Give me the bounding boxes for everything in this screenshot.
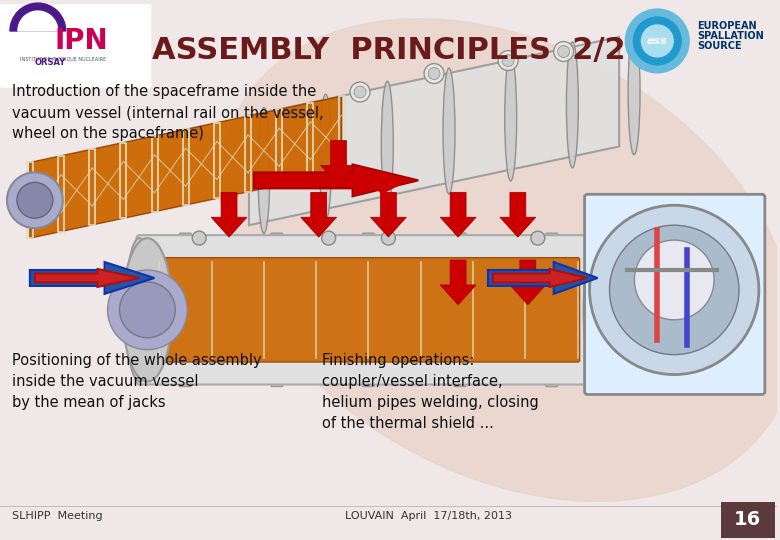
Text: SLHIPP  Meeting: SLHIPP Meeting	[12, 511, 103, 521]
Ellipse shape	[122, 238, 172, 382]
Wedge shape	[10, 3, 66, 31]
Text: ess: ess	[647, 36, 668, 46]
Polygon shape	[370, 192, 406, 237]
Text: EUROPEAN: EUROPEAN	[697, 21, 757, 31]
Circle shape	[498, 51, 518, 71]
Ellipse shape	[443, 68, 455, 194]
Text: INSTITUT DE PHYSIQUE NUCLÉAIRE: INSTITUT DE PHYSIQUE NUCLÉAIRE	[20, 56, 106, 62]
Text: Positioning of the whole assembly
inside the vacuum vessel
by the mean of jacks: Positioning of the whole assembly inside…	[12, 353, 261, 410]
Text: SOURCE: SOURCE	[697, 41, 742, 51]
Polygon shape	[30, 96, 342, 238]
Polygon shape	[254, 165, 418, 197]
Circle shape	[633, 17, 681, 65]
Ellipse shape	[628, 29, 640, 155]
FancyBboxPatch shape	[363, 233, 374, 387]
Polygon shape	[321, 140, 356, 185]
FancyBboxPatch shape	[158, 258, 580, 362]
Ellipse shape	[583, 238, 612, 382]
Text: Finishing operations:
coupler/vessel interface,
helium pipes welding, closing
of: Finishing operations: coupler/vessel int…	[322, 353, 539, 431]
FancyBboxPatch shape	[0, 4, 151, 88]
Circle shape	[590, 205, 759, 375]
Circle shape	[17, 183, 53, 218]
Wedge shape	[18, 11, 58, 31]
Text: ASSEMBLY  PRINCIPLES  2/2: ASSEMBLY PRINCIPLES 2/2	[151, 36, 626, 65]
Circle shape	[554, 42, 573, 62]
Text: LOUVAIN  April  17/18th, 2013: LOUVAIN April 17/18th, 2013	[345, 511, 512, 521]
Ellipse shape	[320, 94, 331, 220]
Circle shape	[428, 68, 440, 79]
Circle shape	[634, 240, 714, 320]
Polygon shape	[211, 192, 247, 237]
Ellipse shape	[381, 81, 393, 207]
Circle shape	[354, 86, 366, 98]
FancyBboxPatch shape	[136, 235, 601, 384]
Text: ORSAY: ORSAY	[35, 58, 66, 67]
Ellipse shape	[505, 55, 516, 181]
Text: 16: 16	[734, 510, 761, 530]
Circle shape	[626, 9, 690, 73]
Polygon shape	[510, 260, 546, 305]
FancyBboxPatch shape	[454, 233, 466, 387]
Circle shape	[321, 231, 335, 245]
Polygon shape	[301, 192, 337, 237]
Circle shape	[7, 172, 62, 228]
Polygon shape	[35, 269, 140, 287]
Polygon shape	[440, 260, 476, 305]
Polygon shape	[493, 269, 587, 287]
FancyBboxPatch shape	[546, 233, 558, 387]
Ellipse shape	[220, 19, 780, 501]
Circle shape	[641, 25, 673, 57]
Circle shape	[502, 55, 514, 66]
Polygon shape	[249, 37, 619, 225]
Circle shape	[350, 82, 370, 102]
Ellipse shape	[566, 42, 578, 168]
Text: SPALLATION: SPALLATION	[697, 31, 764, 41]
Polygon shape	[30, 262, 154, 294]
Circle shape	[119, 282, 176, 338]
Ellipse shape	[258, 107, 270, 233]
Polygon shape	[488, 262, 597, 294]
Ellipse shape	[126, 238, 154, 382]
Circle shape	[424, 64, 444, 84]
Circle shape	[381, 231, 395, 245]
Text: IPN: IPN	[55, 27, 108, 55]
Text: Introduction of the spaceframe inside the
vacuum vessel (internal rail on the ve: Introduction of the spaceframe inside th…	[12, 84, 323, 141]
Polygon shape	[440, 192, 476, 237]
FancyBboxPatch shape	[721, 502, 775, 538]
Circle shape	[609, 225, 739, 355]
FancyBboxPatch shape	[271, 233, 283, 387]
FancyBboxPatch shape	[584, 194, 765, 395]
Circle shape	[531, 231, 544, 245]
Polygon shape	[500, 192, 536, 237]
FancyBboxPatch shape	[179, 233, 191, 387]
Circle shape	[108, 270, 187, 350]
Circle shape	[192, 231, 206, 245]
Circle shape	[558, 45, 569, 57]
